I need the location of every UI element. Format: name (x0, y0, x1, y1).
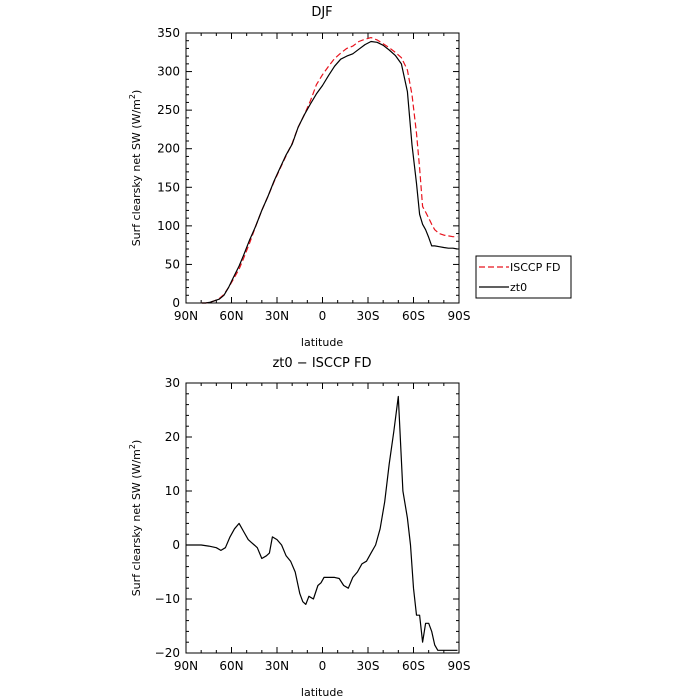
bottom-y-tick-label: 20 (165, 430, 180, 444)
bottom-x-axis: 90N 60N 30N 0 30S 60S 90S (174, 383, 471, 673)
top-x-tick-label: 90S (448, 309, 471, 323)
bottom-x-tick-label: 60S (402, 659, 425, 673)
top-y-tick-label: 100 (157, 219, 180, 233)
top-x-tick-label: 30S (357, 309, 380, 323)
legend: ISCCP FD zt0 (475, 255, 572, 299)
bottom-y-tick-label: −10 (155, 592, 180, 606)
bottom-x-tick-label: 30S (357, 659, 380, 673)
top-y-tick-label: 350 (157, 26, 180, 40)
bottom-x-tick-label: 30N (265, 659, 289, 673)
bottom-y-axis-label-main: Surf clearsky net SW (W/m (130, 449, 143, 596)
bottom-panel: zt0 − ISCCP FD −20 −10 0 10 20 30 90N 60N 30N 0 3… (128, 356, 470, 699)
top-title: DJF (311, 5, 332, 20)
top-x-axis-label: latitude (301, 336, 343, 349)
top-y-axis-label-main: Surf clearsky net SW (W/m (130, 99, 143, 246)
bottom-y-tick-label: 10 (165, 484, 180, 498)
top-x-tick-label: 60N (219, 309, 243, 323)
bottom-x-tick-label: 90N (174, 659, 198, 673)
bottom-y-axis-label-close: ) (130, 440, 143, 444)
top-y-axis: 0 50 100 150 200 250 300 350 (157, 26, 459, 310)
bottom-x-tick-label: 60N (219, 659, 243, 673)
top-x-tick-label: 30N (265, 309, 289, 323)
top-y-tick-label: 0 (172, 296, 180, 310)
top-plot-frame (185, 32, 460, 304)
top-y-axis-label-sup: 2 (128, 94, 137, 99)
bottom-y-tick-label: 0 (172, 538, 180, 552)
bottom-x-tick-label: 90S (448, 659, 471, 673)
legend-label-zt0: zt0 (510, 281, 527, 294)
top-series-line-zt0 (201, 40, 458, 304)
top-x-tick-label: 90N (174, 309, 198, 323)
bottom-title: zt0 − ISCCP FD (272, 356, 371, 371)
top-y-tick-label: 50 (165, 257, 180, 271)
bottom-y-axis: −20 −10 0 10 20 30 (155, 376, 459, 660)
bottom-series-lines (186, 395, 458, 651)
top-x-tick-label: 0 (319, 309, 327, 323)
top-y-axis-label-close: ) (130, 90, 143, 94)
bottom-y-tick-label: −20 (155, 646, 180, 660)
top-series-lines (201, 36, 458, 304)
top-series-line-isccp-fd (201, 36, 458, 304)
top-y-tick-label: 300 (157, 65, 180, 79)
top-x-axis: 90N 60N 30N 0 30S 60S 90S (174, 33, 471, 323)
legend-box (475, 255, 572, 299)
bottom-series-line-difference (186, 395, 458, 651)
bottom-y-axis-label-sup: 2 (128, 444, 137, 449)
top-x-tick-label: 60S (402, 309, 425, 323)
top-y-tick-label: 250 (157, 103, 180, 117)
bottom-y-tick-label: 30 (165, 376, 180, 390)
legend-label-isccp-fd: ISCCP FD (510, 261, 561, 274)
bottom-y-axis-label: Surf clearsky net SW (W/m2) (128, 440, 143, 597)
bottom-x-axis-label: latitude (301, 686, 343, 699)
top-y-tick-label: 200 (157, 142, 180, 156)
top-y-tick-label: 150 (157, 180, 180, 194)
top-panel: DJF 0 50 100 150 200 250 300 350 90N 60N 30N 0 30S 6… (128, 5, 572, 349)
bottom-x-tick-label: 0 (319, 659, 327, 673)
top-y-axis-label: Surf clearsky net SW (W/m2) (128, 90, 143, 247)
bottom-plot-frame (185, 382, 460, 654)
